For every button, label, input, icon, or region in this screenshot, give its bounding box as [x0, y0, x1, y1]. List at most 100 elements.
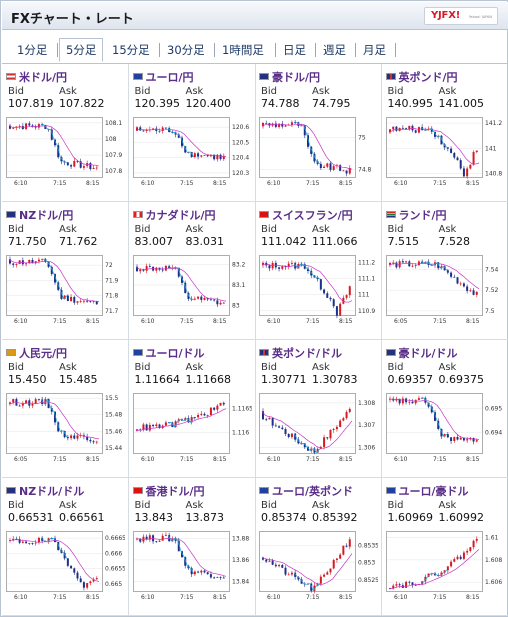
candle-body: [475, 538, 478, 541]
tab-15min[interactable]: 15分足: [112, 43, 150, 57]
rate-card[interactable]: 米ドル/円 Bid Ask 107.819 107.822 108.1 108 107.9 10…: [2, 64, 129, 202]
candle-body: [388, 129, 391, 133]
rate-card[interactable]: 豪ドル/ドル Bid Ask 0.69357 0.69375 0.695 0.694 6:10…: [381, 340, 508, 478]
rate-card[interactable]: 英ポンド/ドル Bid Ask 1.30771 1.30783 1.308 1.307 1.3…: [255, 340, 382, 478]
bid-value: 1.11664: [134, 373, 181, 386]
candle-body: [193, 571, 196, 575]
candle-body: [300, 443, 303, 445]
mini-chart[interactable]: 108.1 108 107.9 107.8 6:10 7:15 8:15: [6, 117, 125, 191]
candlestick-chart: 1.308 1.307 1.306 6:10 7:15 8:15: [259, 393, 375, 463]
mini-chart[interactable]: 83.2 83.1 83 6:10 7:15 8:15: [132, 255, 252, 329]
tab-1hour[interactable]: 1時間足: [222, 43, 264, 57]
candle-body: [335, 306, 338, 316]
mini-chart[interactable]: 0.695 0.694 6:10 7:15 8:15: [385, 393, 505, 467]
candle-body: [212, 299, 215, 301]
mini-chart[interactable]: 111.2 111.1 111 110.9 6:10 7:15 8:15: [259, 255, 378, 329]
candle-body: [449, 437, 452, 442]
mini-chart[interactable]: 1.1165 1.116 6:10 7:15 8:15: [132, 393, 253, 467]
pair-name-link[interactable]: ユーロ/円: [132, 69, 194, 85]
candle-body: [391, 126, 394, 130]
rate-card[interactable]: スイスフラン/円 Bid Ask 111.042 111.066 111.2 111.1 11…: [255, 202, 382, 340]
y-tick-label: 111: [358, 292, 370, 299]
pair-name-link[interactable]: 英ポンド/ドル: [259, 345, 342, 361]
tab-divider: [315, 43, 316, 57]
y-tick-label: 141: [485, 145, 497, 152]
pair-name-link[interactable]: ユーロ/ドル: [132, 345, 205, 361]
candle-body: [465, 439, 468, 441]
candle-body: [212, 407, 215, 410]
candle-body: [193, 417, 196, 418]
rate-card[interactable]: ランド/円 Bid Ask 7.515 7.528 7.54 7.52 7.5 6:05 7:15…: [381, 202, 508, 340]
signal-line: [420, 126, 447, 148]
ask-label: Ask: [185, 500, 204, 511]
candle-body: [398, 584, 401, 586]
pair-name-link[interactable]: 人民元/円: [6, 345, 67, 361]
rate-card[interactable]: NZドル/ドル Bid Ask 0.66531 0.66561 0.6665 0.666 0.…: [2, 478, 129, 616]
pair-name-link[interactable]: スイスフラン/円: [259, 207, 353, 223]
flag-icon: [132, 73, 143, 80]
tab-divider: [395, 43, 396, 57]
pair-name-link[interactable]: ユーロ/英ポンド: [259, 483, 353, 499]
pair-name-link[interactable]: 英ポンド/円: [385, 69, 458, 85]
candle-body: [398, 398, 401, 404]
candle-body: [215, 577, 218, 578]
pair-name-link[interactable]: 豪ドル/円: [259, 69, 320, 85]
rate-card[interactable]: NZドル/円 Bid Ask 71.750 71.762 72 71.9 71.8 71.7 6:…: [2, 202, 129, 340]
bid-value: 107.819: [8, 97, 54, 110]
rate-card[interactable]: 英ポンド/円 Bid Ask 140.995 141.005 141.2 141 140.8 6…: [381, 64, 508, 202]
mini-chart[interactable]: 1.61 1.608 1.606 6:10 7:15 8:15: [385, 531, 505, 605]
candle-body: [95, 301, 98, 305]
mini-chart[interactable]: 13.88 13.86 13.84 6:10 7:15 8:15: [132, 531, 252, 605]
tab-monthly[interactable]: 月足: [363, 43, 386, 57]
mini-chart[interactable]: 1.308 1.307 1.306 6:10 7:15 8:15: [259, 393, 378, 467]
tab-weekly[interactable]: 週足: [323, 43, 346, 57]
candle-body: [34, 399, 37, 404]
pair-name-link[interactable]: ユーロ/豪ドル: [385, 483, 469, 499]
bid-value: 140.995: [387, 97, 434, 110]
candle-body: [31, 260, 34, 264]
pair-name-link[interactable]: NZドル/円: [6, 207, 73, 223]
rate-card[interactable]: 人民元/円 Bid Ask 15.450 15.485 15.5 15.48 15.46 15.…: [2, 340, 129, 478]
yjfx-logo[interactable]: YJFX! Yahoo! JAPAN: [424, 7, 498, 25]
rate-card[interactable]: ユーロ/ドル Bid Ask 1.11664 1.11668 1.1165 1.116 6:1…: [128, 340, 256, 478]
widget-title: FXチャート・レート: [11, 12, 134, 27]
candle-body: [9, 125, 11, 129]
rate-card[interactable]: ユーロ/豪ドル Bid Ask 1.60969 1.60992 1.61 1.608 1.60…: [381, 478, 508, 616]
moving-average-line: [261, 123, 353, 170]
rate-card[interactable]: カナダドル/円 Bid Ask 83.007 83.031 83.2 83.1 83 6:10 7…: [128, 202, 256, 340]
tab-1min[interactable]: 1分足: [17, 43, 48, 57]
mini-chart[interactable]: 0.8535 0.853 0.8525 6:10 7:15 8:15: [259, 531, 379, 605]
x-tick-label: 6:10: [394, 456, 408, 463]
mini-chart[interactable]: 120.6 120.5 120.4 120.3 6:10 7:15 8:15: [132, 117, 252, 191]
mini-chart[interactable]: 75 74.8 6:10 7:15 8:15: [259, 117, 378, 191]
pair-name-link[interactable]: カナダドル/円: [132, 207, 216, 223]
ask-value: 0.66561: [59, 511, 105, 524]
rate-card[interactable]: 豪ドル/円 Bid Ask 74.788 74.795 75 74.8 6:10 7:15 8:1…: [255, 64, 382, 202]
pair-name: 豪ドル/円: [272, 71, 321, 84]
rate-card[interactable]: 香港ドル/円 Bid Ask 13.843 13.873 13.88 13.86 13.84 6…: [128, 478, 256, 616]
candle-body: [145, 129, 148, 131]
y-tick-label: 1.308: [358, 400, 375, 407]
mini-chart[interactable]: 141.2 141 140.8 6:10 7:15 8:15: [385, 117, 505, 191]
candle-body: [443, 266, 446, 271]
moving-average-line: [261, 553, 353, 585]
chart-plot-area: [259, 531, 356, 592]
mini-chart[interactable]: 15.5 15.48 15.46 15.44 6:05 7:15 8:15: [6, 393, 125, 467]
tab-30min[interactable]: 30分足: [167, 43, 205, 57]
tab-5min[interactable]: 5分足: [59, 38, 104, 62]
pair-name-link[interactable]: 米ドル/円: [6, 69, 67, 85]
pair-name-link[interactable]: NZドル/ドル: [6, 483, 84, 499]
tab-daily[interactable]: 日足: [283, 43, 306, 57]
candle-body: [316, 448, 319, 453]
candle-body: [215, 154, 218, 160]
rate-card[interactable]: ユーロ/英ポンド Bid Ask 0.85374 0.85392 0.8535 0.853 0…: [255, 478, 382, 616]
candle-body: [294, 122, 297, 124]
mini-chart[interactable]: 0.6665 0.666 0.6655 0.665 6:10 7:15 8:15: [6, 531, 126, 605]
rate-card[interactable]: ユーロ/円 Bid Ask 120.395 120.400 120.6 120.5 120.4…: [128, 64, 256, 202]
candle-body: [41, 399, 44, 405]
mini-chart[interactable]: 72 71.9 71.8 71.7 6:10 7:15 8:15: [6, 255, 125, 329]
mini-chart[interactable]: 7.54 7.52 7.5 6:05 7:15 8:15: [385, 255, 505, 329]
pair-name-link[interactable]: 香港ドル/円: [132, 483, 205, 499]
pair-name-link[interactable]: 豪ドル/ドル: [385, 345, 458, 361]
pair-name-link[interactable]: ランド/円: [385, 207, 447, 223]
